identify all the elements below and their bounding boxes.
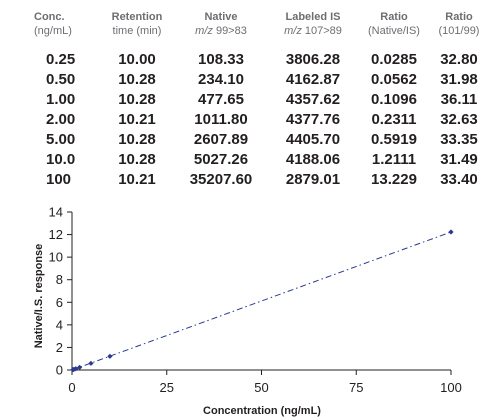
- cell-conc: 5.00: [46, 131, 76, 148]
- header-mz: m/z: [284, 25, 302, 37]
- y-axis-title: Native/I.S. response: [33, 244, 45, 349]
- cell-conc: 0.25: [46, 51, 76, 68]
- data-point: [88, 360, 94, 366]
- header-line2: 107>89: [301, 25, 342, 37]
- cell-labeled-is: 4357.62: [285, 91, 341, 108]
- cell-retention-time: 10.28: [118, 91, 156, 108]
- cell-conc: 100: [46, 171, 72, 188]
- cell-ratio-native-is: 0.2311: [371, 111, 417, 128]
- cell-conc: 0.50: [46, 71, 76, 88]
- cell-conc: 2.00: [46, 111, 76, 128]
- cell-labeled-is: 4188.06: [285, 151, 341, 168]
- x-tick-label: 25: [160, 380, 174, 395]
- cell-conc: 10.0: [46, 151, 76, 168]
- x-tick-label: 100: [440, 380, 462, 395]
- cell-retention-time: 10.28: [118, 131, 156, 148]
- cell-retention-time: 10.28: [118, 71, 156, 88]
- x-axis: 0 25 50 75 100: [68, 369, 462, 395]
- cell-native: 35207.60: [189, 171, 253, 188]
- cell-retention-time: 10.21: [118, 171, 156, 188]
- y-tick-label: 2: [56, 340, 63, 355]
- cell-ratio-101-99: 33.40: [440, 171, 478, 188]
- cell-labeled-is: 3806.28: [285, 51, 341, 68]
- cell-ratio-101-99: 32.80: [440, 51, 478, 68]
- header-line1: Retention: [111, 11, 163, 23]
- cell-ratio-native-is: 0.5919: [371, 131, 417, 148]
- header-line1: Conc.: [34, 11, 65, 23]
- cell-native: 1011.80: [194, 111, 248, 128]
- cell-native: 5027.26: [193, 151, 249, 168]
- data-point: [76, 364, 83, 370]
- header-line2: time (min): [112, 25, 162, 37]
- table-row: 5.00 10.28 2607.89 4405.70 0.5919 33.35: [30, 130, 490, 150]
- cell-ratio-101-99: 31.49: [440, 151, 478, 168]
- cell-ratio-native-is: 0.0285: [371, 51, 417, 68]
- table-row: 10.0 10.28 5027.26 4188.06 1.2111 31.49: [30, 150, 490, 170]
- cell-retention-time: 10.00: [118, 51, 156, 68]
- header-line2-wrap: m/z 99>83: [176, 24, 266, 38]
- header-line2: (101/99): [438, 25, 480, 37]
- table-row: 0.50 10.28 234.10 4162.87 0.0562 31.98: [30, 70, 490, 90]
- table-row: 2.00 10.21 1011.80 4377.76 0.2311 32.63: [30, 110, 490, 130]
- y-tick-label: 14: [49, 205, 63, 220]
- x-tick-label: 50: [254, 380, 268, 395]
- calibration-table: Conc. (ng/mL) Retention time (min) Nativ…: [30, 10, 490, 190]
- cell-native: 234.10: [198, 71, 244, 88]
- cell-labeled-is: 4162.87: [285, 71, 341, 88]
- header-native: Native m/z 99>83: [176, 10, 266, 50]
- cell-ratio-101-99: 36.11: [440, 91, 478, 108]
- data-point: [107, 353, 113, 359]
- header-line1: Labeled IS: [285, 11, 341, 23]
- cell-ratio-native-is: 13.229: [371, 171, 417, 188]
- table-row: 0.25 10.00 108.33 3806.28 0.0285 32.80: [30, 50, 490, 70]
- cell-labeled-is: 2879.01: [285, 171, 341, 188]
- header-line2-wrap: m/z 107>89: [266, 24, 360, 38]
- data-point: [448, 229, 454, 235]
- cell-ratio-101-99: 32.63: [440, 111, 478, 128]
- y-tick-label: 8: [56, 272, 63, 287]
- x-axis-title: Concentration (ng/mL): [203, 405, 321, 417]
- cell-labeled-is: 4377.76: [285, 111, 341, 128]
- header-mz: m/z: [195, 25, 213, 37]
- cell-ratio-101-99: 33.35: [440, 131, 478, 148]
- cell-ratio-native-is: 0.0562: [371, 71, 417, 88]
- header-line2: (Native/IS): [368, 25, 420, 37]
- trendline: [71, 231, 452, 371]
- x-tick-label: 75: [349, 380, 363, 395]
- header-conc: Conc. (ng/mL): [30, 10, 98, 50]
- cell-ratio-101-99: 31.98: [440, 71, 478, 88]
- header-ratio-101-99: Ratio (101/99): [428, 10, 490, 50]
- y-tick-label: 10: [49, 250, 63, 265]
- y-tick-label: 12: [49, 227, 63, 242]
- cell-native: 477.65: [198, 91, 244, 108]
- trendline-group: [71, 231, 452, 371]
- table-header-row: Conc. (ng/mL) Retention time (min) Nativ…: [30, 10, 490, 50]
- header-ratio-native-is: Ratio (Native/IS): [360, 10, 428, 50]
- table-body: 0.25 10.00 108.33 3806.28 0.0285 32.80 0.50 10.…: [30, 50, 490, 190]
- header-labeled-is: Labeled IS m/z 107>89: [266, 10, 360, 50]
- header-line2: (ng/mL): [34, 25, 72, 37]
- y-tick-label: 6: [56, 295, 63, 310]
- table-row: 1.00 10.28 477.65 4357.62 0.1096 36.11: [30, 90, 490, 110]
- calibration-chart: 0 2 4 6 8 10 12 14 0 25 50 75 100 Native/I.S. respo…: [33, 205, 462, 418]
- table-row: 100 10.21 35207.60 2879.01 13.229 33.40: [30, 170, 490, 190]
- header-line1: Ratio: [445, 11, 473, 23]
- header-line1: Native: [204, 11, 238, 23]
- header-line1: Ratio: [380, 11, 408, 23]
- cell-native: 108.33: [198, 51, 244, 68]
- x-tick-label: 0: [68, 380, 75, 395]
- y-axis: 0 2 4 6 8 10 12 14: [49, 205, 73, 378]
- cell-conc: 1.00: [46, 91, 76, 108]
- cell-ratio-native-is: 1.2111: [371, 151, 417, 168]
- y-tick-label: 0: [56, 363, 63, 378]
- cell-retention-time: 10.21: [118, 111, 156, 128]
- header-line2: 99>83: [212, 25, 247, 37]
- header-retention-time: Retention time (min): [98, 10, 176, 50]
- cell-native: 2607.89: [193, 131, 249, 148]
- cell-ratio-native-is: 0.1096: [371, 91, 417, 108]
- cell-retention-time: 10.28: [118, 151, 156, 168]
- y-tick-label: 4: [56, 317, 63, 332]
- data-points: [70, 229, 454, 373]
- cell-labeled-is: 4405.70: [285, 131, 341, 148]
